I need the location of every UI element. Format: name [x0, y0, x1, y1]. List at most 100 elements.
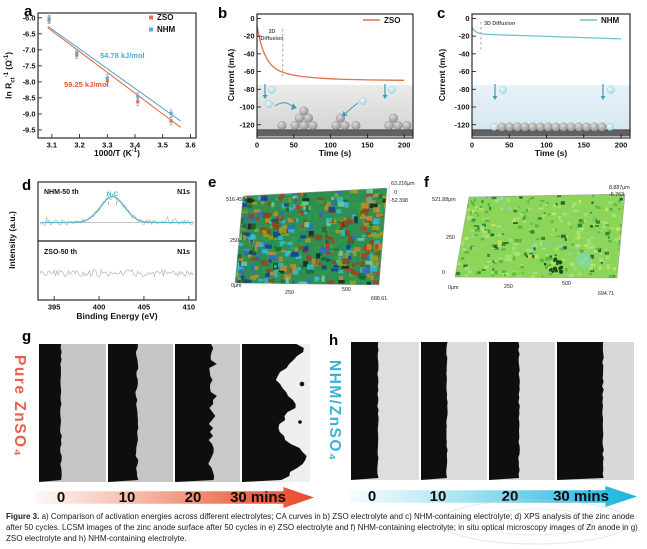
svg-text:-9.5: -9.5 [23, 126, 36, 135]
h-side-label: NHM/ZnSO₄ [326, 360, 343, 462]
h-time-arrow: 0 10 20 30 mins [349, 486, 637, 507]
svg-text:400: 400 [93, 303, 106, 312]
panel-d-xps: N-C NHM-50 th N1s ZSO-50 th N1s 395 400 405 410 … [0, 170, 225, 325]
panel-letter-f: f [424, 174, 429, 191]
svg-text:ZSO-50 th: ZSO-50 th [44, 249, 77, 256]
c-x-axis-label: Time (s) [534, 148, 568, 158]
g-side-label: Pure ZnSO₄ [11, 355, 28, 458]
panel-letter-h: h [329, 332, 339, 349]
panel-b-ca-zso: 2D Diffusion 0 50 100 150 200 0 -20 -40 -60 -80 -100… [225, 0, 432, 170]
svg-text:250: 250 [230, 238, 239, 244]
xps-chart: N-C NHM-50 th N1s ZSO-50 th N1s 395 400 405 410 [37, 181, 197, 312]
svg-text:N-C: N-C [107, 191, 119, 198]
time-label: 10 [118, 488, 136, 506]
svg-text:3.6: 3.6 [185, 141, 195, 150]
svg-text:-7.0: -7.0 [23, 45, 36, 54]
svg-text:3.3: 3.3 [102, 141, 112, 150]
panel-h-microscopy-nhm: NHM/ZnSO₄ 0 10 20 30 mins [323, 325, 647, 510]
panel-letter-c: c [437, 5, 446, 22]
time-label: 30 mins [230, 488, 286, 506]
svg-text:0: 0 [255, 141, 259, 150]
svg-text:521.88μm: 521.88μm [432, 197, 456, 203]
g-time-arrow: 0 10 20 30 mins [36, 487, 314, 508]
svg-text:250: 250 [446, 235, 455, 241]
svg-text:3.4: 3.4 [130, 141, 141, 150]
svg-text:0: 0 [470, 141, 474, 150]
svg-text:500: 500 [562, 281, 571, 287]
time-label: 30 mins [553, 487, 609, 505]
time-label: 10 [429, 487, 447, 505]
svg-text:-100: -100 [239, 103, 254, 112]
svg-text:250: 250 [504, 284, 513, 290]
arrhenius-chart: 3.1 3.2 3.3 3.4 3.5 3.6 -6.0 -6.5 -7.0 -7.5 -8.0 -8… [23, 12, 197, 150]
svg-text:-52.398: -52.398 [390, 198, 408, 204]
svg-text:-80: -80 [244, 85, 255, 94]
b-y-axis-label: Current (mA) [226, 48, 236, 102]
svg-text:-8.0: -8.0 [23, 78, 36, 87]
svg-text:ZSO: ZSO [384, 16, 400, 25]
microscopy-strips-zso [39, 344, 310, 482]
svg-text:150: 150 [361, 141, 374, 150]
panel-e-lcsm-zso: 516.458μm 250 0μm 250 500 688.61 63.216μm 0 -52.… [225, 170, 432, 325]
svg-text:3.2: 3.2 [74, 141, 84, 150]
svg-text:-40: -40 [459, 49, 470, 58]
svg-text:2D: 2D [269, 29, 276, 35]
svg-text:-20: -20 [244, 32, 255, 41]
c-y-axis-label: Current (mA) [437, 48, 447, 102]
svg-text:150: 150 [578, 141, 591, 150]
svg-text:100: 100 [324, 141, 337, 150]
svg-text:688.61: 688.61 [371, 296, 387, 302]
svg-text:NHM: NHM [157, 25, 176, 34]
svg-text:3.5: 3.5 [158, 141, 168, 150]
time-label: 20 [501, 487, 519, 505]
svg-text:-7.5: -7.5 [23, 61, 36, 70]
svg-text:0: 0 [250, 14, 254, 23]
svg-text:ZSO: ZSO [157, 13, 173, 22]
a-y-axis-label: ln Rct-1 (Ω-1) [3, 51, 17, 99]
ca-nhm-chart: 3D Diffusion 0 50 100 150 200 0 -20 -40 -60 -80 -10… [454, 13, 631, 150]
svg-text:54.78 kJ/mol: 54.78 kJ/mol [100, 51, 145, 60]
svg-text:405: 405 [138, 303, 151, 312]
svg-text:0μm: 0μm [231, 283, 242, 289]
svg-text:-6.763: -6.763 [609, 192, 624, 198]
svg-text:100: 100 [540, 141, 553, 150]
caption-text: a) Comparison of activation energies acr… [6, 512, 638, 543]
caption-lead: Figure 3. [6, 512, 40, 521]
time-label: 0 [367, 487, 377, 505]
svg-text:395: 395 [48, 303, 61, 312]
svg-text:0: 0 [394, 190, 397, 196]
svg-text:500: 500 [342, 287, 351, 293]
svg-text:0: 0 [465, 14, 469, 23]
panel-a-arrhenius-plot: 3.1 3.2 3.3 3.4 3.5 3.6 -6.0 -6.5 -7.0 -7.5 -8.0 -8… [0, 0, 225, 170]
d-y-axis-label: Intensity (a.u.) [7, 211, 17, 269]
panel-letter-d: d [22, 177, 32, 194]
microscopy-strips-nhm [351, 342, 634, 480]
svg-text:-120: -120 [239, 120, 254, 129]
b-x-axis-label: Time (s) [318, 148, 352, 158]
panel-letter-a: a [24, 3, 33, 20]
svg-text:-6.0: -6.0 [23, 13, 36, 22]
panel-f-lcsm-nhm: 521.88μm 250 0 0μm 250 500 694.71 8.887μm -6.763 [432, 170, 647, 325]
panel-c-ca-nhm: 3D Diffusion 0 50 100 150 200 0 -20 -40 -60 -80 -10… [432, 0, 647, 170]
time-label: 20 [184, 488, 202, 506]
svg-text:200: 200 [398, 141, 411, 150]
lcsm-flat-image: 521.88μm 250 0 0μm 250 500 694.71 8.887μm-6.763 [432, 185, 630, 297]
a-x-axis-label: 1000/T (K-1) [94, 148, 140, 158]
svg-text:3D Diffusion: 3D Diffusion [484, 21, 515, 27]
d-x-axis-label: Binding Energy (eV) [76, 311, 158, 321]
svg-text:-20: -20 [459, 32, 470, 41]
svg-text:NHM-50 th: NHM-50 th [44, 189, 79, 196]
svg-text:8.887μm: 8.887μm [609, 185, 630, 191]
svg-text:50: 50 [505, 141, 513, 150]
svg-text:50: 50 [290, 141, 298, 150]
svg-text:200: 200 [615, 141, 628, 150]
svg-text:-100: -100 [454, 103, 469, 112]
svg-text:N1s: N1s [177, 249, 190, 256]
svg-text:59.25 kJ/mol: 59.25 kJ/mol [64, 80, 109, 89]
svg-text:-60: -60 [459, 67, 470, 76]
svg-text:694.71: 694.71 [598, 291, 614, 297]
svg-text:-80: -80 [459, 85, 470, 94]
svg-text:0μm: 0μm [448, 285, 459, 291]
